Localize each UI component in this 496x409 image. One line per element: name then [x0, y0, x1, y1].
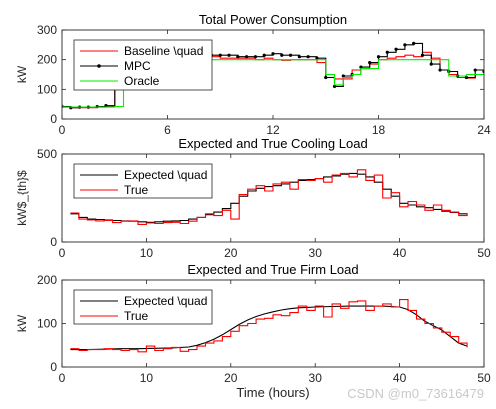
data-point: [324, 75, 328, 80]
data-point: [306, 55, 310, 59]
subplot-total-power: 0 6 12 18 24 0 100 200 300 Total Power Consumptio…: [15, 12, 491, 137]
data-point: [359, 65, 363, 69]
y-tick-label: 0: [50, 235, 57, 249]
x-tick-label: 24: [477, 123, 491, 137]
data-point: [376, 55, 381, 59]
series-line-expected-quad: [70, 305, 468, 351]
chart-title: Expected and True Firm Load: [187, 262, 358, 277]
data-point: [394, 47, 398, 51]
data-point: [218, 53, 222, 57]
y-tick-label: 300: [37, 23, 57, 37]
data-point: [368, 61, 372, 65]
legend-box: [73, 289, 213, 325]
x-tick-label: 30: [309, 246, 323, 260]
data-point: [341, 74, 345, 78]
data-point: [262, 53, 266, 57]
chart-title: Expected and True Cooling Load: [178, 136, 367, 151]
y-axis-label: kW$_{th}$: [15, 170, 29, 226]
legend-label-baseline-quad: Baseline \quad: [124, 44, 203, 58]
axes-box: [61, 279, 485, 368]
x-tick-label: 10: [140, 246, 154, 260]
x-tick-label: 18: [372, 123, 386, 137]
x-tick-label: 20: [224, 246, 238, 260]
x-tick-label: 0: [59, 371, 66, 385]
data-point: [297, 55, 301, 59]
x-tick-label: 50: [477, 371, 491, 385]
y-tick-label: 200: [37, 53, 57, 67]
legend-label-true: True: [124, 183, 149, 197]
x-tick-label: 50: [477, 246, 491, 260]
data-point: [104, 104, 108, 108]
data-point: [253, 55, 258, 59]
series-line-true: [70, 169, 468, 225]
data-point: [464, 75, 469, 80]
x-tick-label: 6: [164, 123, 171, 137]
y-tick-label: 200: [37, 273, 57, 287]
series-group: [70, 299, 468, 353]
data-point: [280, 53, 284, 57]
x-tick-label: 30: [309, 371, 323, 385]
x-tick-label: 20: [224, 371, 238, 385]
subplot-firm-load: 0 10 20 30 40 50 0 100 200 Expected and True Firm…: [15, 262, 491, 400]
data-point: [420, 53, 425, 57]
legend-label-true: True: [124, 309, 149, 323]
x-tick-label: 0: [59, 246, 66, 260]
x-tick-label: 12: [266, 123, 280, 137]
data-point: [473, 68, 477, 72]
legend-label-mpc: MPC: [124, 59, 151, 73]
y-tick-label: 100: [37, 82, 57, 96]
data-point: [288, 53, 293, 57]
y-axis-label: kW: [15, 314, 29, 332]
data-point: [315, 56, 319, 60]
y-tick-label: 500: [37, 147, 57, 161]
series-line-true: [70, 299, 468, 353]
chart-title: Total Power Consumption: [199, 12, 347, 27]
data-point: [271, 52, 275, 56]
y-tick-label: 0: [50, 112, 57, 126]
x-tick-label: 0: [59, 123, 66, 137]
axes-box: [61, 29, 485, 120]
axes-box: [61, 153, 485, 243]
legend-label-oracle: Oracle: [124, 74, 160, 88]
data-point: [385, 50, 389, 54]
y-tick-label: 0: [50, 360, 57, 374]
legend-label-expected-quad: Expected \quad: [124, 294, 207, 308]
x-tick-label: 10: [140, 371, 154, 385]
x-axis-label: Time (hours): [236, 385, 309, 400]
x-tick-label: 40: [393, 246, 407, 260]
data-point: [412, 41, 416, 45]
series-group: [70, 169, 468, 225]
data-point: [438, 68, 442, 72]
data-point: [227, 53, 231, 57]
data-point: [236, 55, 240, 59]
data-point: [429, 62, 433, 66]
legend-label-expected-quad: Expected \quad: [124, 168, 207, 182]
data-point: [95, 104, 99, 109]
x-tick-label: 40: [393, 371, 407, 385]
data-point: [332, 84, 337, 88]
y-axis-label: kW: [15, 65, 29, 83]
legend-box: [73, 39, 213, 91]
y-tick-label: 100: [37, 317, 57, 331]
legend-marker: [97, 64, 101, 68]
legend-box: [73, 163, 213, 199]
data-point: [245, 55, 249, 59]
data-point: [403, 43, 407, 47]
watermark: CSDN @m0_73616479: [347, 386, 484, 401]
